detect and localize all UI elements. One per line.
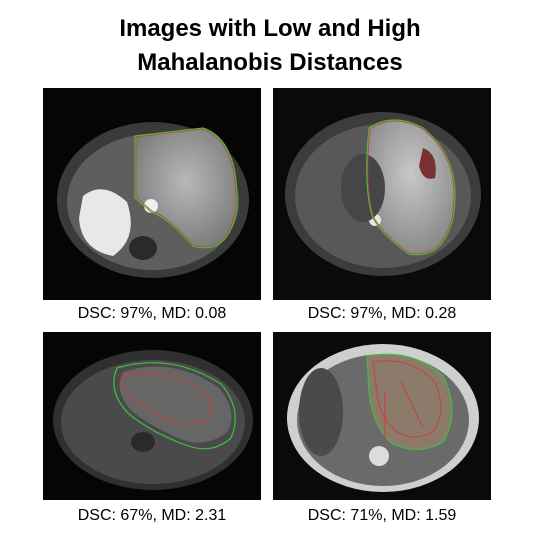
mri-image-top-right <box>273 88 491 300</box>
mri-scan-1 <box>43 88 261 300</box>
figure-title: Images with Low and High Mahalanobis Dis… <box>0 12 540 80</box>
caption-top-right: DSC: 97%, MD: 0.28 <box>307 305 457 322</box>
caption-top-left: DSC: 97%, MD: 0.08 <box>77 305 227 322</box>
caption-bottom-left: DSC: 67%, MD: 2.31 <box>77 507 227 524</box>
contour-ground-truth <box>366 119 456 256</box>
mri-image-top-left <box>43 88 261 300</box>
mri-image-bottom-left <box>43 332 261 500</box>
contour-ground-truth <box>113 362 236 450</box>
contour-ground-truth <box>366 353 453 451</box>
mri-scan-3 <box>43 332 261 500</box>
contour-prediction <box>372 360 442 442</box>
caption-bottom-right: DSC: 71%, MD: 1.59 <box>307 507 457 524</box>
mri-scan-4 <box>273 332 491 500</box>
mri-image-bottom-right <box>273 332 491 500</box>
mri-scan-2 <box>273 88 491 300</box>
contour-prediction <box>135 128 237 248</box>
contour-prediction <box>367 120 455 255</box>
contour-prediction <box>121 372 213 424</box>
title-line-2: Mahalanobis Distances <box>137 49 403 76</box>
title-line-1: Images with Low and High <box>119 15 421 42</box>
contour-ground-truth <box>134 127 238 249</box>
